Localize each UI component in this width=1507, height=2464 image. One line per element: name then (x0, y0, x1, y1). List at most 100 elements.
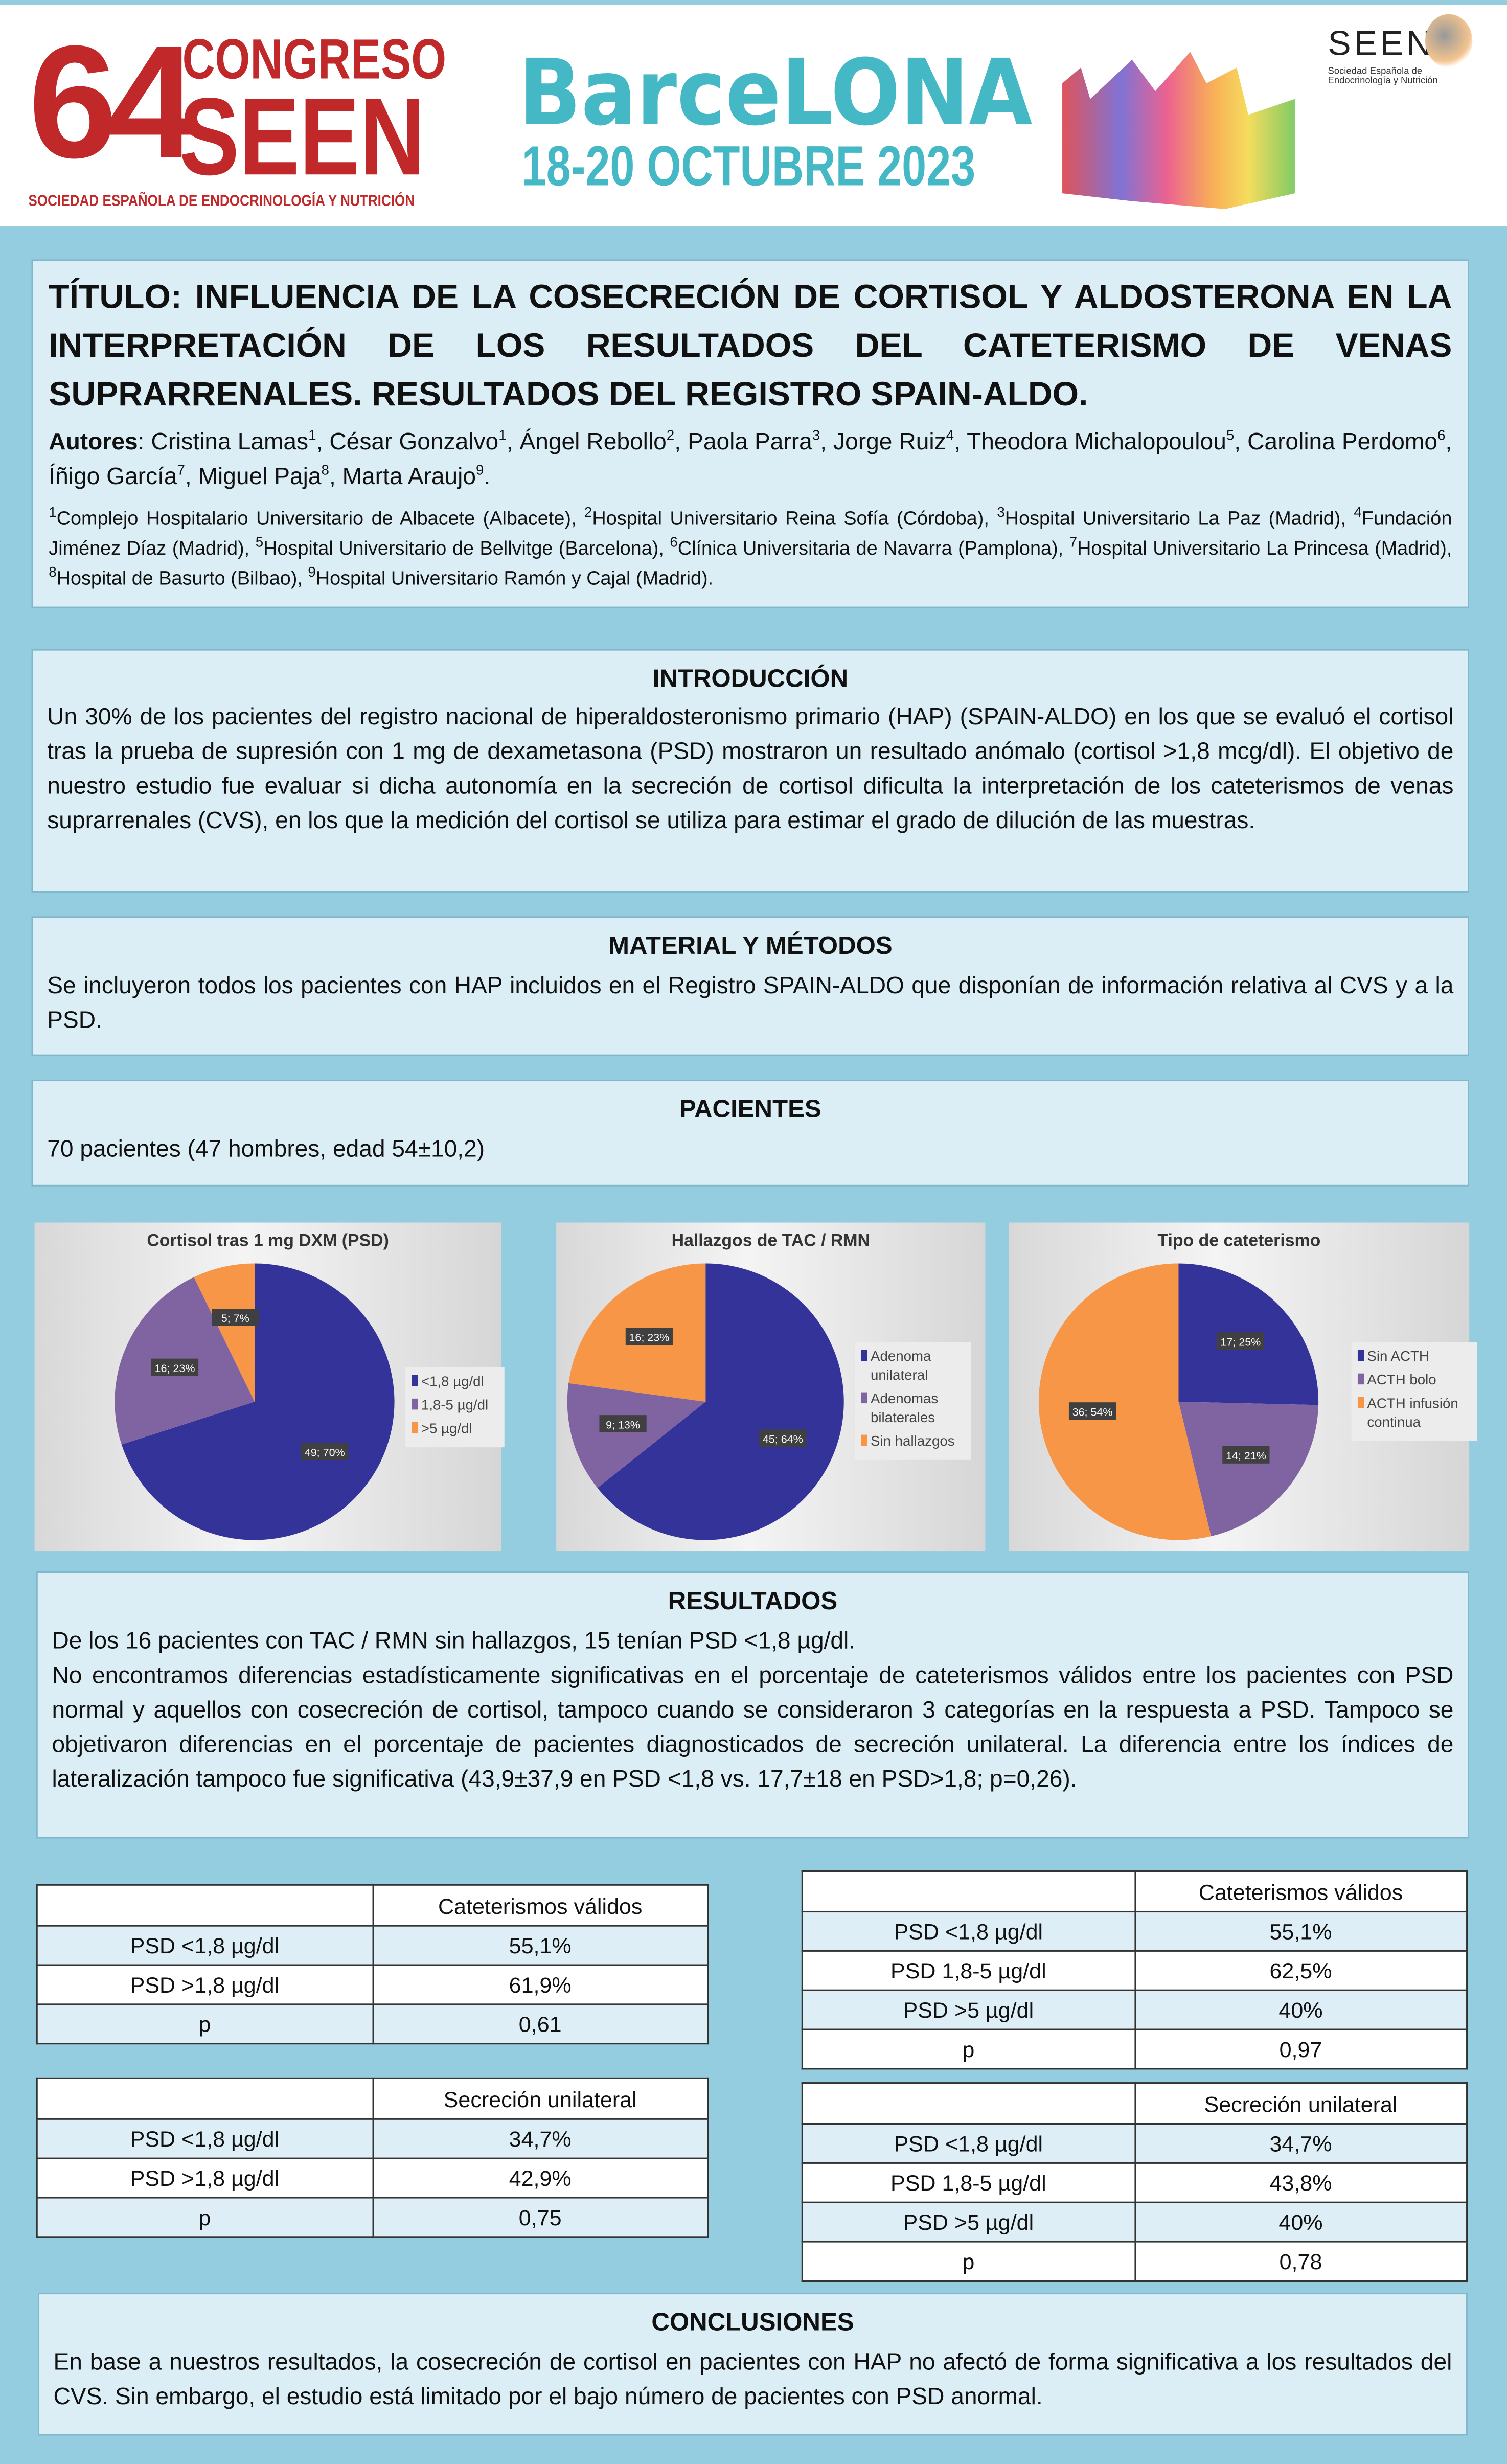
seen-logo-sub1: Sociedad Española de (1328, 67, 1423, 77)
legend-item: 1,8-5 µg/dl (412, 1396, 498, 1414)
affiliations: 1Complejo Hospitalario Universitario de … (49, 504, 1452, 589)
results-table: Secreción unilateral PSD <1,8 µg/dl 34,7% P… (36, 2077, 709, 2238)
table-cell-value: 34,7% (372, 2118, 709, 2159)
table-cell-group: PSD <1,8 µg/dl (36, 1925, 374, 1966)
table-row: PSD <1,8 µg/dl 55,1% (801, 1910, 1468, 1952)
affiliation-name: Complejo Hospitalario Universitario de A… (56, 507, 571, 530)
table-header-row: Secreción unilateral (36, 2077, 709, 2120)
data-label-background (1222, 1446, 1270, 1464)
data-label: 14; 21% (1226, 1450, 1266, 1462)
legend-item: >5 µg/dl (412, 1419, 498, 1438)
data-label: 9; 13% (606, 1419, 640, 1431)
author-affiliation-number: 5 (1226, 427, 1235, 443)
results-heading: RESULTADOS (668, 1588, 838, 1616)
data-label-background (151, 1358, 199, 1376)
legend-label: Adenomas bilaterales (870, 1390, 939, 1426)
methods-heading: MATERIAL Y MÉTODOS (608, 933, 893, 961)
author-name: Miguel Paja (198, 463, 322, 491)
data-label-background (301, 1443, 349, 1460)
legend-swatch (861, 1434, 867, 1446)
legend-label: >5 µg/dl (421, 1420, 472, 1436)
data-label: 49; 70% (305, 1446, 345, 1458)
author-name: Ángel Rebollo (519, 429, 667, 456)
legend-item: ACTH bolo (1357, 1371, 1471, 1389)
pie-chart: 17; 25% 14; 21% 36; 54% (1038, 1263, 1319, 1540)
chart-title: Tipo de cateterismo (1157, 1232, 1321, 1251)
author-affiliation-number: 1 (308, 427, 316, 443)
data-label: 17; 25% (1220, 1336, 1261, 1348)
pie-slice (597, 1263, 844, 1540)
pie-slice (1178, 1402, 1319, 1537)
table-cell-value: 0,61 (372, 2003, 709, 2045)
legend-swatch (412, 1375, 418, 1386)
chart-catheterism-type: Tipo de cateterismo 17; 25% 14; 21% 36; 54%… (1009, 1222, 1477, 1552)
table-cell-group: PSD <1,8 µg/dl (801, 1910, 1135, 1952)
author-name: Paola Parra (688, 429, 812, 456)
legend-item: Adenomas bilaterales (861, 1389, 965, 1427)
methods-text: Se incluyeron todos los pacientes con HA… (47, 972, 1454, 1034)
table-cell-group: PSD >5 µg/dl (801, 1989, 1135, 2030)
pie-chart: 45; 64% 9; 13% 16; 23% (567, 1263, 844, 1540)
results-table: Secreción unilateral PSD <1,8 µg/dl 34,7% P… (801, 2082, 1468, 2282)
patients-heading: PACIENTES (679, 1097, 821, 1124)
table-header: Cateterismos válidos (1133, 1870, 1468, 1913)
affiliation-number: 3 (997, 504, 1005, 520)
table-row: p 0,61 (36, 2003, 709, 2045)
table-row: PSD >1,8 µg/dl 61,9% (36, 1964, 709, 2005)
results-table: Cateterismos válidos PSD <1,8 µg/dl 55,1% P… (36, 1884, 709, 2045)
table-cell-value: 42,9% (372, 2157, 709, 2199)
patients-section: PACIENTES 70 pacientes (47 hombres, edad… (31, 1079, 1470, 1187)
table-cell-value: 62,5% (1133, 1950, 1468, 1991)
table-header-row: Secreción unilateral (801, 2082, 1468, 2125)
author-name: Íñigo García (49, 463, 177, 491)
legend-item: Sin ACTH (1357, 1347, 1471, 1365)
table-row: p 0,78 (801, 2241, 1468, 2282)
data-label: 16; 23% (155, 1362, 195, 1375)
affiliation-number: 4 (1354, 504, 1362, 520)
data-label: 5; 7% (221, 1312, 249, 1325)
table-cell-value: 0,75 (372, 2197, 709, 2238)
affiliation-number: 9 (308, 564, 316, 580)
data-label-background (212, 1309, 259, 1326)
seen-logo: SEEN Sociedad Española de Endocrinología… (1328, 14, 1501, 102)
table-cell-value: 40% (1133, 1989, 1468, 2030)
introduction-text: Un 30% de los pacientes del registro nac… (47, 704, 1454, 835)
pie-slice (194, 1263, 255, 1402)
pie-slice (567, 1383, 706, 1488)
header-banner: 64 CONGRESO SEEN SOCIEDAD ESPAÑOLA DE EN… (0, 5, 1507, 226)
table-header-row: Cateterismos válidos (801, 1870, 1468, 1913)
congress-name: SEEN (179, 75, 425, 198)
data-label-background (1068, 1402, 1116, 1420)
legend-item: ACTH infusión continua (1357, 1394, 1471, 1432)
chart-legend: Sin ACTH ACTH bolo ACTH infusión continua (1351, 1342, 1477, 1441)
seen-logo-sub2: Endocrinología y Nutrición (1328, 77, 1438, 87)
data-label: 45; 64% (763, 1433, 803, 1445)
table-cell-group: PSD 1,8-5 µg/dl (801, 2162, 1135, 2203)
table-cell-group: PSD >1,8 µg/dl (36, 2157, 374, 2199)
legend-swatch (1357, 1373, 1364, 1385)
society-name: SOCIEDAD ESPAÑOLA DE ENDOCRINOLOGÍA Y NU… (28, 193, 415, 211)
pie-slice (1038, 1263, 1212, 1540)
introduction-heading: INTRODUCCIÓN (652, 666, 849, 693)
pie-chart: 49; 70% 16; 23% 5; 7% (115, 1263, 395, 1540)
data-label: 16; 23% (629, 1331, 669, 1343)
table-header: Secreción unilateral (1133, 2082, 1468, 2125)
author-name: César Gonzalvo (329, 429, 499, 456)
results-section: RESULTADOS De los 16 pacientes con TAC /… (36, 1571, 1470, 1839)
congress-number: 64 (28, 12, 197, 192)
congress-word: CONGRESO (182, 27, 447, 92)
table-row: PSD >5 µg/dl 40% (801, 1989, 1468, 2030)
patients-text: 70 pacientes (47 hombres, edad 54±10,2) (47, 1136, 485, 1163)
legend-swatch (1357, 1397, 1364, 1408)
table-header-row: Cateterismos válidos (36, 1884, 709, 1927)
affiliation-number: 5 (255, 534, 264, 550)
affiliation-name: Hospital de Basurto (Bilbao) (56, 567, 298, 589)
table-row: PSD 1,8-5 µg/dl 43,8% (801, 2162, 1468, 2203)
author-name: Jorge Ruiz (833, 429, 946, 456)
author-affiliation-number: 3 (812, 427, 820, 443)
table-cell-value: 34,7% (1133, 2123, 1468, 2164)
seen-logo-mark-icon (1425, 14, 1473, 68)
poster-title: TÍTULO: INFLUENCIA DE LA COSECRECIÓN DE … (49, 278, 1452, 414)
legend-item: <1,8 µg/dl (412, 1372, 498, 1391)
conclusions-section: CONCLUSIONES En base a nuestros resultad… (37, 2292, 1468, 2436)
